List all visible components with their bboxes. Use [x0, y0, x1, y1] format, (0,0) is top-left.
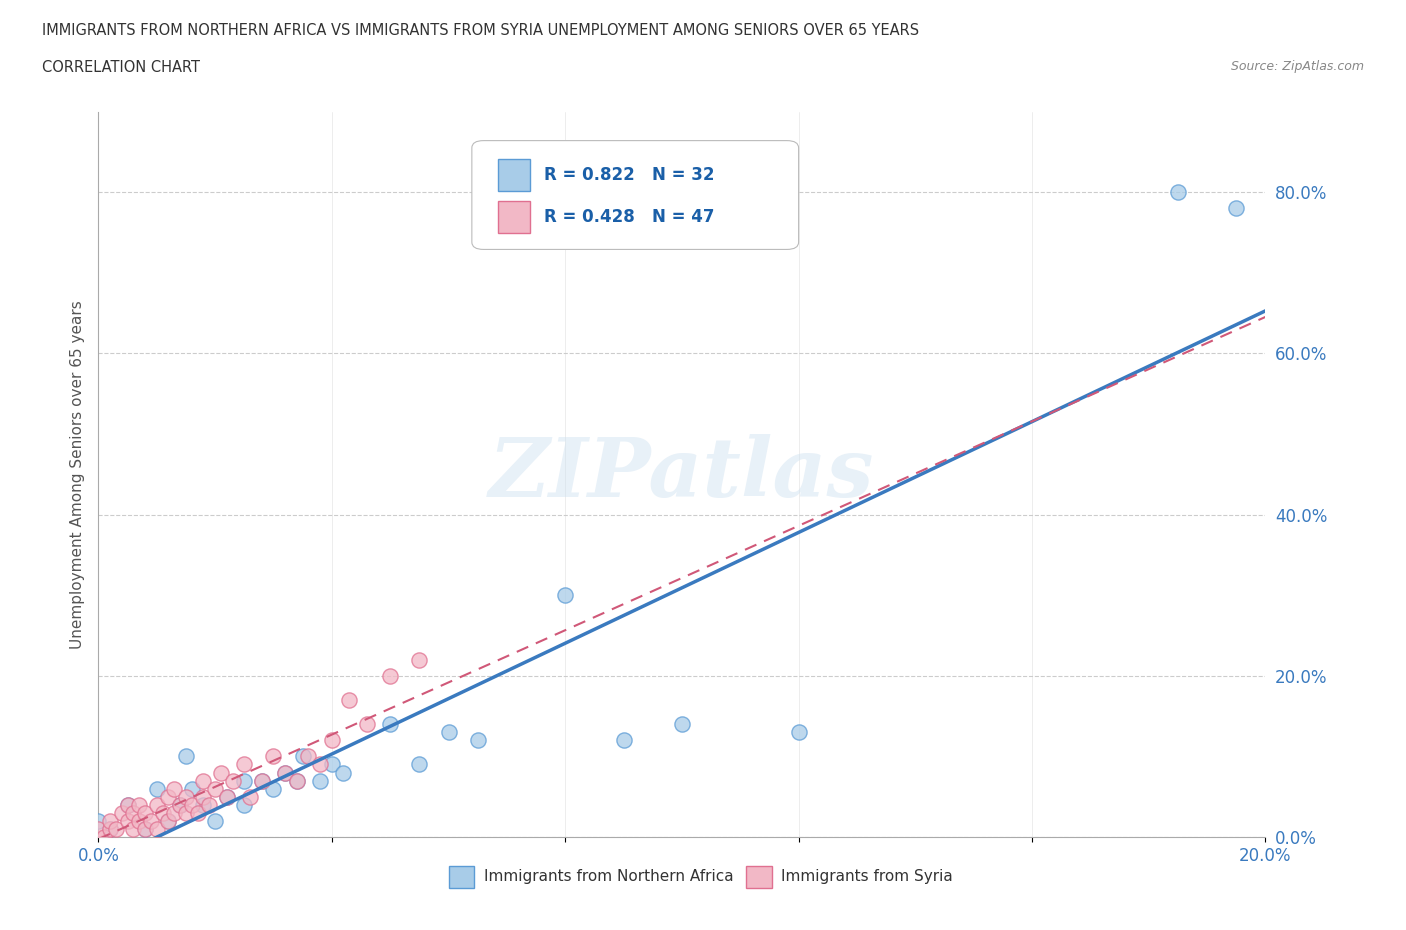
Point: [128, 797, 150, 812]
Point: [117, 797, 139, 812]
Point: [274, 765, 297, 780]
Point: [233, 797, 256, 812]
Point: [209, 765, 232, 780]
Point: [87, 814, 110, 829]
Text: ZIPatlas: ZIPatlas: [489, 434, 875, 514]
Point: [215, 790, 238, 804]
FancyBboxPatch shape: [498, 159, 530, 192]
Point: [437, 724, 460, 739]
Point: [157, 790, 180, 804]
Point: [128, 814, 150, 829]
Text: R = 0.822   N = 32: R = 0.822 N = 32: [544, 166, 714, 184]
Point: [93, 830, 115, 844]
Point: [380, 717, 402, 732]
FancyBboxPatch shape: [472, 140, 799, 249]
Point: [408, 652, 430, 667]
FancyBboxPatch shape: [498, 201, 530, 233]
Point: [309, 757, 332, 772]
Point: [215, 790, 238, 804]
Text: R = 0.428   N = 47: R = 0.428 N = 47: [544, 208, 714, 226]
Text: Immigrants from Syria: Immigrants from Syria: [782, 870, 953, 884]
Point: [239, 790, 262, 804]
Point: [117, 814, 139, 829]
Point: [163, 805, 186, 820]
Point: [408, 757, 430, 772]
Point: [787, 724, 810, 739]
Point: [180, 781, 202, 796]
Point: [157, 814, 180, 829]
FancyBboxPatch shape: [747, 866, 772, 888]
Point: [98, 814, 121, 829]
Point: [122, 821, 145, 836]
Point: [332, 765, 354, 780]
Point: [297, 749, 319, 764]
Point: [180, 797, 202, 812]
Point: [380, 669, 402, 684]
Point: [87, 821, 110, 836]
Point: [309, 773, 332, 788]
Point: [193, 773, 215, 788]
Point: [1167, 185, 1189, 200]
Point: [122, 805, 145, 820]
Point: [146, 797, 169, 812]
Text: Immigrants from Northern Africa: Immigrants from Northern Africa: [484, 870, 733, 884]
Point: [174, 749, 197, 764]
Point: [134, 821, 156, 836]
Point: [104, 821, 127, 836]
Point: [671, 717, 693, 732]
Point: [98, 821, 121, 836]
Point: [134, 821, 156, 836]
Point: [285, 773, 308, 788]
Point: [285, 773, 308, 788]
Point: [193, 790, 215, 804]
Point: [174, 805, 197, 820]
Point: [612, 733, 634, 748]
Point: [250, 773, 273, 788]
Text: Source: ZipAtlas.com: Source: ZipAtlas.com: [1230, 60, 1364, 73]
Point: [187, 805, 209, 820]
Point: [111, 805, 134, 820]
Point: [134, 805, 156, 820]
Y-axis label: Unemployment Among Seniors over 65 years: Unemployment Among Seniors over 65 years: [69, 300, 84, 649]
Point: [98, 821, 121, 836]
Point: [262, 749, 284, 764]
Point: [262, 781, 284, 796]
Point: [321, 757, 343, 772]
Point: [139, 814, 162, 829]
Point: [204, 781, 226, 796]
Text: CORRELATION CHART: CORRELATION CHART: [42, 60, 200, 75]
Point: [117, 797, 139, 812]
Point: [233, 773, 256, 788]
Point: [291, 749, 314, 764]
Point: [221, 773, 243, 788]
Point: [169, 797, 191, 812]
Point: [146, 781, 169, 796]
Point: [198, 797, 221, 812]
Point: [233, 757, 256, 772]
Point: [204, 814, 226, 829]
Point: [174, 790, 197, 804]
Point: [169, 797, 191, 812]
FancyBboxPatch shape: [449, 866, 474, 888]
Point: [356, 717, 378, 732]
Point: [554, 588, 576, 603]
Point: [274, 765, 297, 780]
Point: [467, 733, 489, 748]
Point: [152, 805, 174, 820]
Point: [250, 773, 273, 788]
Point: [337, 693, 360, 708]
Point: [163, 781, 186, 796]
Point: [157, 814, 180, 829]
Point: [321, 733, 343, 748]
Point: [193, 797, 215, 812]
Point: [146, 821, 169, 836]
Text: IMMIGRANTS FROM NORTHERN AFRICA VS IMMIGRANTS FROM SYRIA UNEMPLOYMENT AMONG SENI: IMMIGRANTS FROM NORTHERN AFRICA VS IMMIG…: [42, 23, 920, 38]
Point: [1225, 201, 1247, 216]
